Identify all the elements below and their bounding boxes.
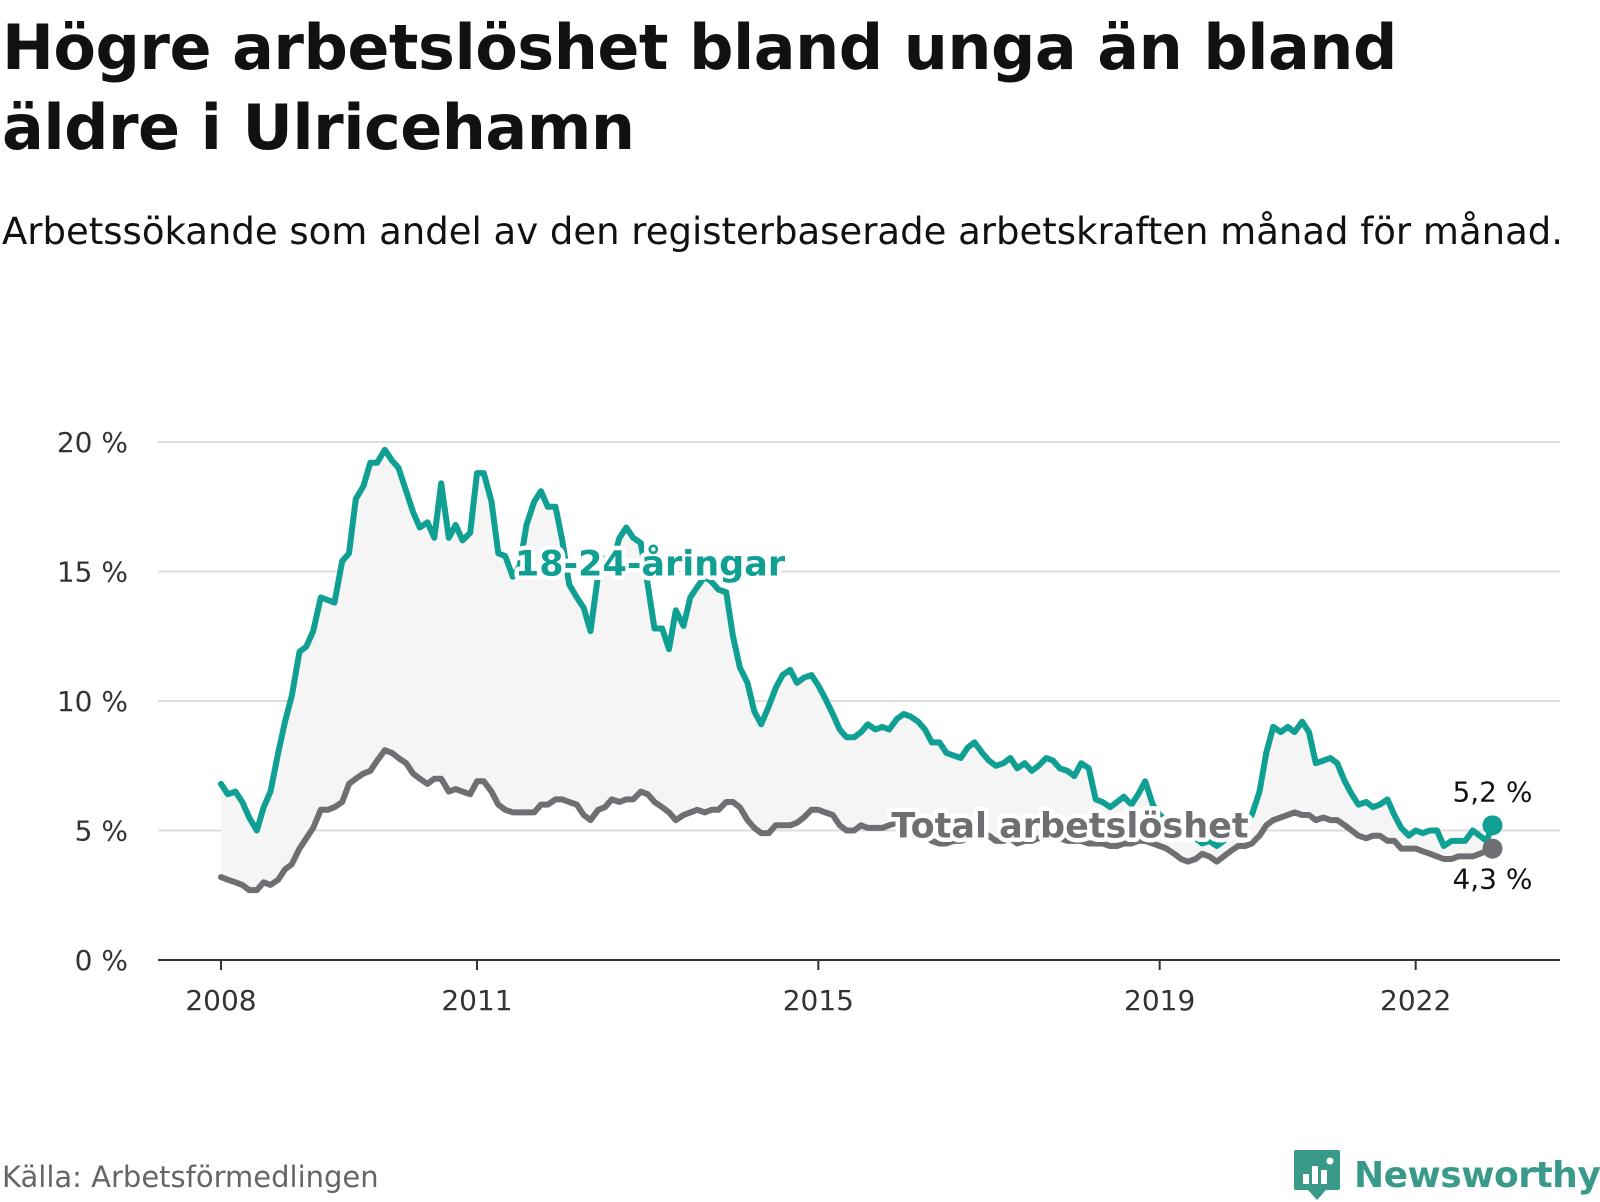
chart-title: Högre arbetslöshet bland unga än bland ä…	[2, 11, 1397, 164]
newsworthy-logo-icon	[1294, 1150, 1340, 1200]
difference-band	[221, 449, 1493, 891]
brand-logo: Newsworthy	[1292, 1148, 1600, 1202]
line-chart: 0 %5 %10 %15 %20 % 2008 2011 2015 2019 2022 …	[57, 426, 1560, 1017]
chart-subtitle: Arbetssökande som andel av den registerb…	[2, 210, 1563, 253]
total-end-marker	[1482, 838, 1503, 859]
y-tick-label: 20 %	[57, 426, 128, 459]
series-labels: 18-24-åringar Total arbetslöshet 5,2 % 4,3 …	[510, 539, 1535, 898]
youth-series-label: 18-24-åringar	[515, 544, 786, 585]
series-lines	[218, 446, 1496, 894]
total-series-label: Total arbetslöshet	[891, 806, 1248, 846]
brand-name: Newsworthy	[1354, 1154, 1600, 1196]
x-axis: 2008 2011 2015 2019 2022	[158, 959, 1560, 1017]
x-tick-label: 2015	[783, 984, 854, 1017]
x-tick-label: 2019	[1124, 984, 1195, 1017]
gap-band	[221, 449, 1493, 891]
total-end-label: 4,3 %	[1452, 863, 1532, 896]
source-note: Källa: Arbetsförmedlingen	[2, 1160, 379, 1194]
x-tick-label: 2011	[441, 984, 512, 1017]
youth-end-label: 5,2 %	[1452, 775, 1532, 808]
y-tick-label: 5 %	[75, 815, 128, 848]
x-tick-label: 2008	[185, 984, 256, 1017]
y-tick-label: 0 %	[75, 944, 128, 977]
y-tick-label: 10 %	[57, 685, 128, 718]
x-tick-label: 2022	[1380, 984, 1451, 1017]
youth-line	[218, 446, 1496, 849]
total-line	[218, 747, 1496, 894]
y-tick-label: 15 %	[57, 556, 128, 589]
youth-end-marker	[1482, 815, 1503, 836]
